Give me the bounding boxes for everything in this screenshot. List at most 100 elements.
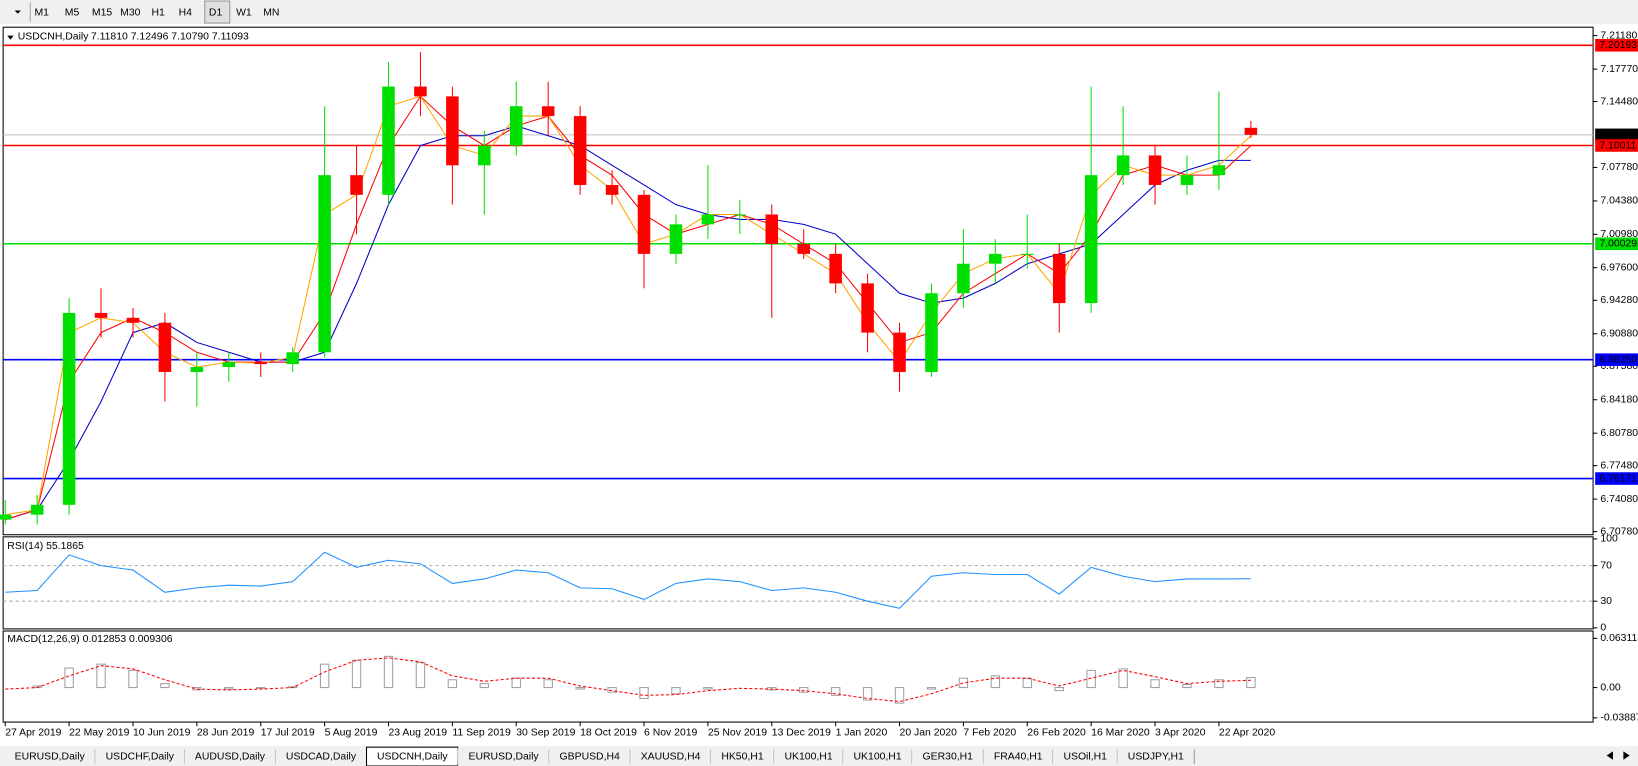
tab[interactable] — [774, 747, 844, 766]
tab[interactable] — [458, 747, 550, 766]
tab[interactable] — [912, 747, 984, 766]
scroll-left[interactable] — [1606, 751, 1613, 760]
timeframe-button[interactable]: W1 — [236, 7, 252, 18]
tab-label[interactable]: UK100,H1 — [785, 751, 833, 762]
timeframe-button[interactable]: M1 — [34, 7, 49, 18]
timeframe-button[interactable]: D1 — [209, 7, 223, 18]
timeframe-button[interactable]: M30 — [120, 7, 140, 18]
tab-label[interactable]: EURUSD,Daily — [15, 751, 86, 762]
candle-body — [797, 244, 810, 254]
tab[interactable] — [95, 747, 185, 766]
tab-label[interactable]: FRA40,H1 — [994, 751, 1043, 762]
macd-panel — [2, 630, 1594, 723]
candle-body — [925, 293, 938, 372]
macd-bar — [575, 687, 585, 690]
level-label: 6.76171 — [1599, 473, 1637, 484]
tab[interactable] — [1117, 747, 1195, 766]
x-tick-label: 18 Oct 2019 — [580, 727, 637, 738]
level-label: 7.10011 — [1599, 140, 1636, 151]
scroll-right[interactable] — [1623, 751, 1630, 760]
tab-label[interactable]: GBPUSD,H4 — [560, 751, 620, 762]
y-tick-label: 6.80780 — [1600, 428, 1638, 439]
collapse-icon — [7, 35, 14, 40]
tab-label[interactable]: AUDUSD,Daily — [195, 751, 266, 762]
timeframe-button[interactable]: H1 — [151, 7, 165, 18]
y-tick-label: 6.70780 — [1600, 526, 1638, 537]
y-tick-label: 0.00 — [1600, 682, 1620, 693]
tab-label[interactable]: USDJPY,H1 — [1128, 751, 1184, 762]
candle-body — [286, 352, 299, 365]
timeframe-button[interactable]: H4 — [179, 7, 193, 18]
level-tag — [1595, 237, 1638, 251]
tab[interactable] — [549, 747, 631, 766]
macd-bar — [1150, 679, 1160, 689]
x-tick-label: 28 Jun 2019 — [197, 727, 255, 738]
timeframe-button[interactable]: MN — [263, 7, 279, 18]
candle-body — [669, 224, 683, 254]
tab-label[interactable]: GER30,H1 — [923, 751, 974, 762]
candle-body — [318, 175, 331, 353]
x-tick-label: 13 Dec 2019 — [772, 727, 831, 738]
candle-body — [1084, 175, 1098, 304]
x-tick-label: 5 Aug 2019 — [325, 727, 378, 738]
tab[interactable] — [4, 747, 96, 766]
tab[interactable] — [1053, 747, 1118, 766]
tab[interactable] — [275, 747, 367, 766]
tab-label[interactable]: EURUSD,Daily — [469, 751, 540, 762]
macd-bar — [543, 679, 553, 689]
tab[interactable] — [630, 747, 711, 766]
candle-body — [829, 253, 842, 284]
tab-label[interactable]: UK100,H1 — [854, 751, 902, 762]
candle-body — [478, 145, 491, 166]
candle-body — [861, 283, 874, 333]
x-tick-label: 25 Nov 2019 — [708, 727, 767, 738]
y-tick-label: 6.84180 — [1600, 394, 1638, 405]
tab[interactable] — [843, 747, 913, 766]
macd-bar — [1054, 687, 1064, 692]
macd-bar — [479, 683, 490, 689]
level-tag — [1595, 139, 1638, 152]
macd-bar — [256, 687, 266, 689]
y-tick-label: 100 — [1600, 534, 1618, 545]
macd-bar — [990, 675, 1001, 689]
x-tick-label: 7 Feb 2020 — [963, 727, 1016, 738]
x-tick-label: 23 Aug 2019 — [388, 727, 447, 738]
macd-bar — [96, 663, 106, 689]
macd-bar — [447, 679, 458, 689]
timeframe-button[interactable]: M15 — [92, 7, 112, 18]
tab-label[interactable]: USDCHF,Daily — [106, 751, 175, 762]
x-tick-label: 20 Jan 2020 — [900, 727, 958, 738]
macd-bar — [958, 677, 969, 689]
timeframe-button[interactable]: M5 — [65, 7, 80, 18]
tab-label[interactable]: HK50,H1 — [721, 751, 764, 762]
tab-label[interactable]: USDCAD,Daily — [286, 751, 357, 762]
x-tick-label: 16 Mar 2020 — [1091, 727, 1150, 738]
candle-body — [446, 96, 459, 166]
tab[interactable] — [184, 747, 276, 766]
macd-bar — [1118, 668, 1128, 689]
rsi-line — [5, 551, 1251, 609]
tab[interactable] — [983, 747, 1054, 766]
x-tick-label: 1 Jan 2020 — [836, 727, 888, 738]
tab-label[interactable]: USDCNH,Daily — [377, 751, 448, 762]
macd-bar — [639, 687, 649, 699]
chart-area — [0, 24, 1638, 747]
x-tick-label: 26 Feb 2020 — [1027, 727, 1086, 738]
macd-bar — [799, 687, 809, 693]
tab-label[interactable]: USOil,H1 — [1063, 751, 1107, 762]
moving-average — [5, 95, 1252, 516]
macd-bar — [64, 667, 74, 689]
tab[interactable] — [710, 747, 775, 766]
tab-label[interactable]: XAUUSD,H4 — [641, 751, 701, 762]
y-tick-label: 6.97600 — [1600, 262, 1638, 273]
level-label: 7.11093 — [1599, 130, 1636, 141]
macd-bar — [224, 687, 234, 690]
chart-ohlc: 7.11810 7.12496 7.10790 7.11093 — [91, 31, 249, 42]
candle-body — [254, 362, 268, 365]
candle-body — [765, 214, 779, 245]
toolbar — [0, 0, 1638, 25]
macd-bar — [607, 687, 617, 693]
candle-body — [1052, 253, 1066, 304]
